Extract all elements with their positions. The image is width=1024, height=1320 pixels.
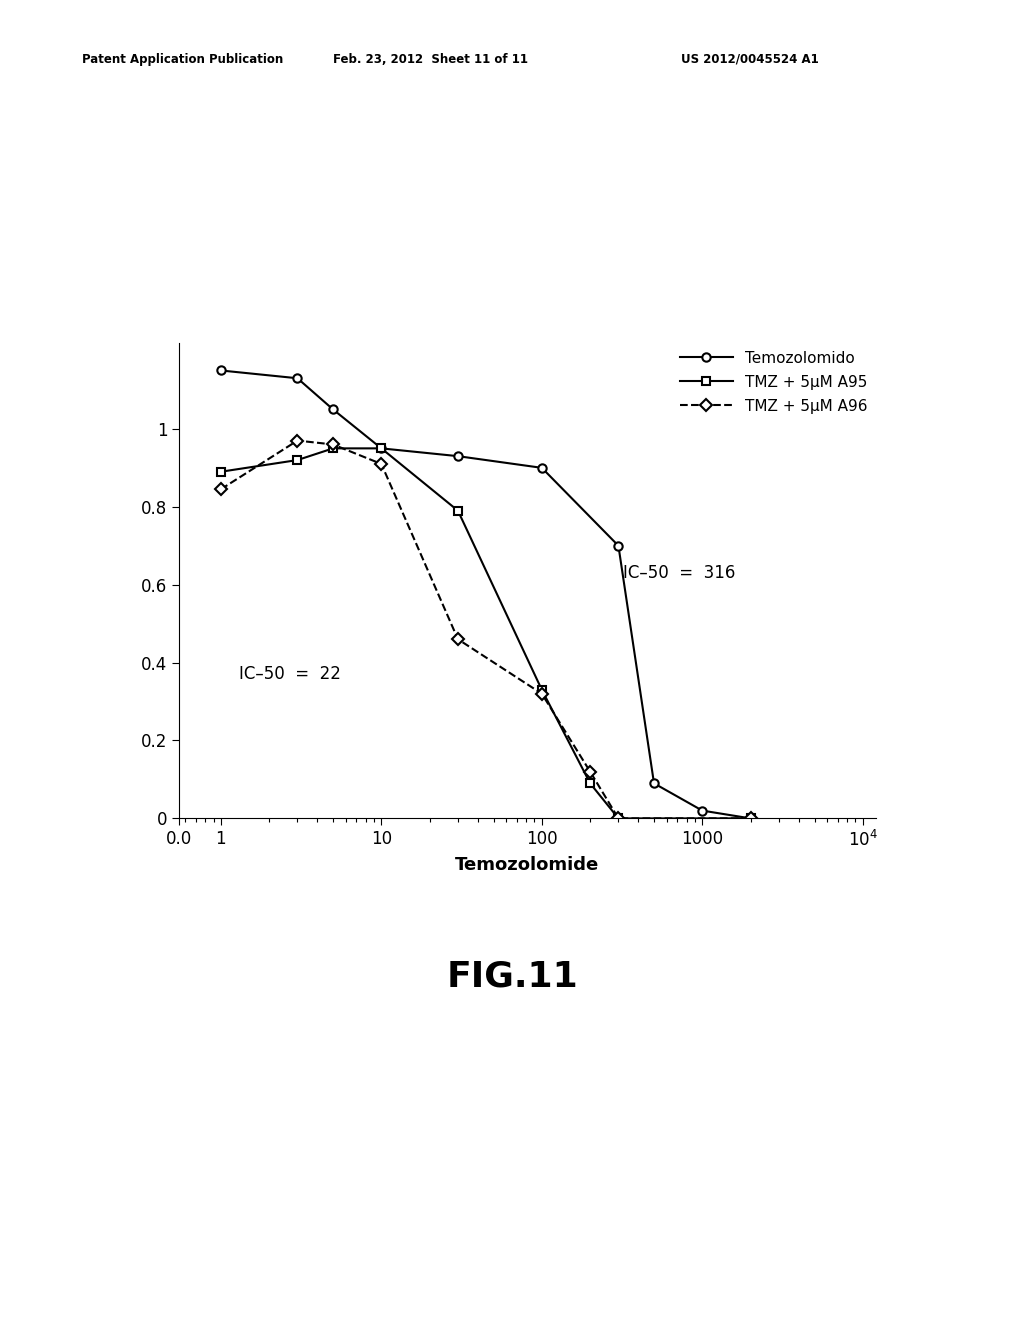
Temozolomido: [744, 810, 757, 826]
Text: US 2012/0045524 A1: US 2012/0045524 A1: [681, 53, 819, 66]
TMZ + 5μM A95: [612, 810, 625, 826]
TMZ + 5μM A96: [215, 482, 227, 498]
Text: FIG.11: FIG.11: [446, 960, 578, 994]
Temozolomido: [612, 537, 625, 553]
Line: Temozolomido: Temozolomido: [217, 366, 755, 822]
TMZ + 5μM A96: [584, 764, 596, 780]
X-axis label: Temozolomide: Temozolomide: [456, 855, 599, 874]
Temozolomido: [375, 441, 387, 457]
Text: Patent Application Publication: Patent Application Publication: [82, 53, 284, 66]
TMZ + 5μM A96: [612, 810, 625, 826]
Temozolomido: [696, 803, 709, 818]
TMZ + 5μM A95: [536, 682, 548, 698]
TMZ + 5μM A96: [375, 455, 387, 471]
Temozolomido: [452, 449, 464, 465]
TMZ + 5μM A95: [327, 441, 339, 457]
TMZ + 5μM A95: [744, 810, 757, 826]
TMZ + 5μM A96: [536, 686, 548, 702]
TMZ + 5μM A96: [452, 631, 464, 647]
Line: TMZ + 5μM A96: TMZ + 5μM A96: [217, 437, 755, 822]
TMZ + 5μM A95: [452, 503, 464, 519]
TMZ + 5μM A95: [375, 441, 387, 457]
Line: TMZ + 5μM A95: TMZ + 5μM A95: [217, 445, 755, 822]
Temozolomido: [327, 401, 339, 417]
TMZ + 5μM A95: [215, 463, 227, 479]
Temozolomido: [215, 363, 227, 379]
Text: IC–50  =  22: IC–50 = 22: [240, 665, 341, 684]
TMZ + 5μM A96: [327, 437, 339, 453]
TMZ + 5μM A95: [291, 453, 303, 469]
Text: Feb. 23, 2012  Sheet 11 of 11: Feb. 23, 2012 Sheet 11 of 11: [333, 53, 527, 66]
TMZ + 5μM A96: [744, 810, 757, 826]
Temozolomido: [648, 775, 660, 791]
Temozolomido: [536, 459, 548, 475]
Temozolomido: [291, 371, 303, 387]
Legend: Temozolomido, TMZ + 5μM A95, TMZ + 5μM A96: Temozolomido, TMZ + 5μM A95, TMZ + 5μM A…: [680, 351, 868, 414]
TMZ + 5μM A96: [291, 433, 303, 449]
TMZ + 5μM A95: [584, 775, 596, 791]
Text: IC–50  =  316: IC–50 = 316: [623, 564, 735, 582]
